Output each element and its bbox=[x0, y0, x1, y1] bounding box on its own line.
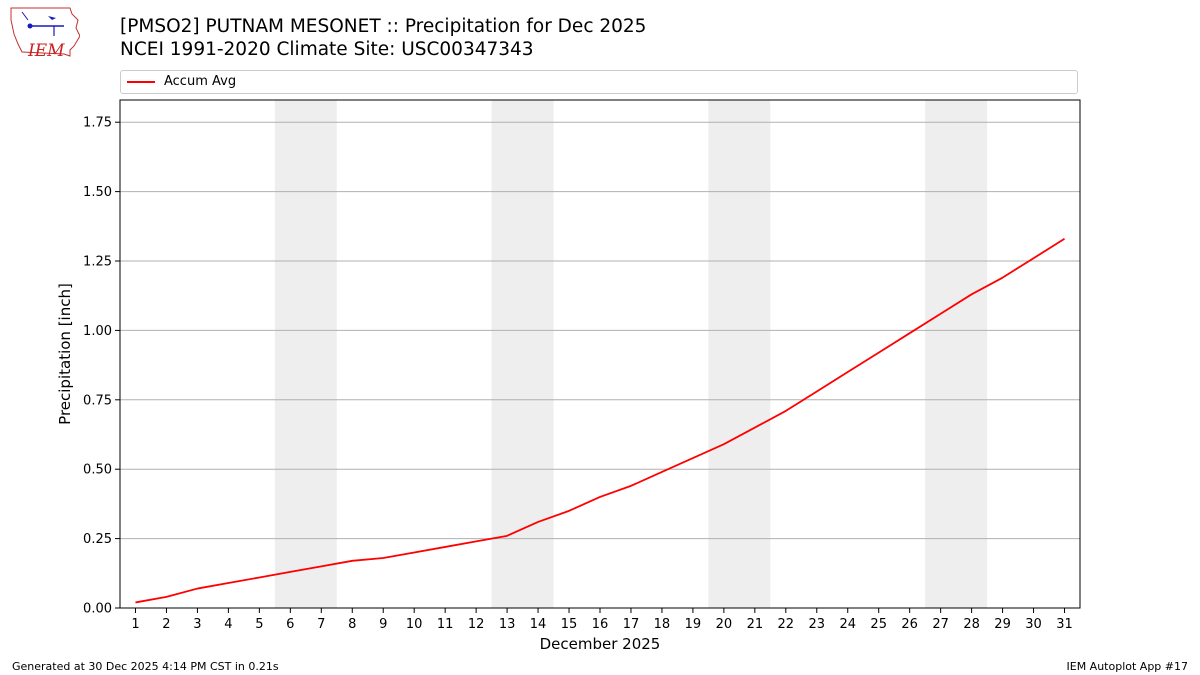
y-tick-label: 1.50 bbox=[83, 185, 112, 200]
logo-text: IEM bbox=[28, 41, 65, 61]
y-tick-label: 1.25 bbox=[83, 255, 112, 270]
x-tick-label: 21 bbox=[747, 617, 764, 632]
footer-generated: Generated at 30 Dec 2025 4:14 PM CST in … bbox=[12, 660, 279, 673]
x-tick-label: 14 bbox=[530, 617, 547, 632]
x-tick-label: 1 bbox=[131, 617, 139, 632]
x-tick-label: 3 bbox=[193, 617, 201, 632]
weekend-shading bbox=[274, 100, 988, 608]
y-tick-label: 1.00 bbox=[83, 324, 112, 339]
legend: Accum Avg bbox=[120, 70, 1078, 94]
x-tick-label: 27 bbox=[932, 617, 949, 632]
chart-subtitle: NCEI 1991-2020 Climate Site: USC00347343 bbox=[120, 39, 534, 60]
x-tick-label: 23 bbox=[809, 617, 826, 632]
x-tick-label: 22 bbox=[778, 617, 795, 632]
y-tick-label: 0.50 bbox=[83, 463, 112, 478]
x-tick-label: 5 bbox=[255, 617, 263, 632]
x-tick-label: 13 bbox=[499, 617, 516, 632]
x-axis-ticks: 1 2 3 4 5 6 7 8 9 10 11 12 13 14 15 16 17 18 19 20 21 22 23 24 2… bbox=[131, 608, 1073, 632]
y-tick-label: 0.75 bbox=[83, 393, 112, 408]
x-tick-label: 12 bbox=[468, 617, 485, 632]
x-tick-label: 16 bbox=[592, 617, 609, 632]
x-tick-label: 18 bbox=[654, 617, 671, 632]
x-tick-label: 4 bbox=[224, 617, 232, 632]
x-tick-label: 15 bbox=[561, 617, 578, 632]
series-line-accum-avg bbox=[135, 238, 1065, 604]
x-tick-label: 6 bbox=[286, 617, 294, 632]
y-tick-label: 0.00 bbox=[83, 602, 112, 617]
weekend-shade-band bbox=[491, 100, 554, 608]
x-axis-label: December 2025 bbox=[540, 635, 661, 653]
x-tick-label: 29 bbox=[994, 617, 1011, 632]
series-layer bbox=[135, 238, 1065, 604]
y-axis-label: Precipitation [inch] bbox=[56, 283, 74, 425]
x-tick-label: 8 bbox=[348, 617, 356, 632]
x-tick-label: 26 bbox=[901, 617, 918, 632]
weekend-shade-band bbox=[274, 100, 337, 608]
y-tick-label: 1.75 bbox=[83, 116, 112, 131]
y-axis-ticks: 0.00 0.25 0.50 0.75 1.00 1.25 1.50 1.75 bbox=[83, 116, 120, 617]
weekend-shade-band bbox=[708, 100, 771, 608]
iem-iowa-state-logo-icon bbox=[10, 7, 81, 57]
weekend-shade-band bbox=[925, 100, 988, 608]
footer-app: IEM Autoplot App #17 bbox=[1066, 660, 1189, 673]
x-tick-label: 25 bbox=[870, 617, 887, 632]
legend-label-accum-avg: Accum Avg bbox=[164, 74, 237, 89]
chart-title: [PMSO2] PUTNAM MESONET :: Precipitation … bbox=[120, 16, 647, 37]
y-tick-label: 0.25 bbox=[83, 532, 112, 547]
x-tick-label: 30 bbox=[1025, 617, 1042, 632]
x-tick-label: 19 bbox=[685, 617, 702, 632]
x-tick-label: 11 bbox=[437, 617, 454, 632]
iem-logo: IEM bbox=[8, 6, 81, 62]
x-tick-label: 28 bbox=[963, 617, 980, 632]
legend-swatch-accum-avg bbox=[127, 81, 155, 83]
x-tick-label: 7 bbox=[317, 617, 325, 632]
x-tick-label: 2 bbox=[162, 617, 170, 632]
x-tick-label: 24 bbox=[839, 617, 856, 632]
gridlines bbox=[120, 121, 1080, 609]
x-tick-label: 10 bbox=[406, 617, 423, 632]
x-tick-label: 31 bbox=[1056, 617, 1073, 632]
x-tick-label: 9 bbox=[379, 617, 387, 632]
x-tick-label: 20 bbox=[716, 617, 733, 632]
x-tick-label: 17 bbox=[623, 617, 640, 632]
